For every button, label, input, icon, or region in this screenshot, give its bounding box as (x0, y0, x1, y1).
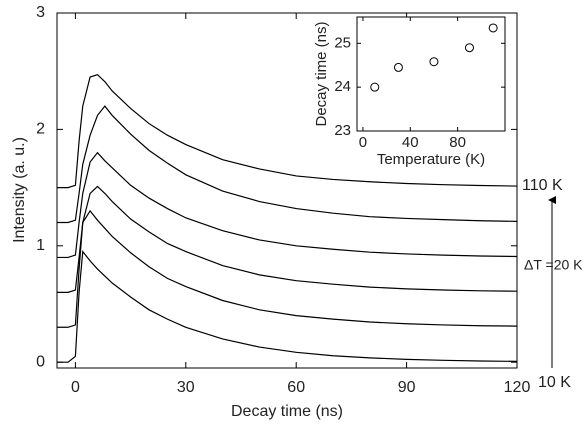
y-tick-label: 2 (36, 121, 45, 138)
y-tick-label: 23 (334, 122, 351, 139)
y-tick-label: 3 (36, 4, 45, 21)
decay-curve (57, 185, 518, 293)
decay-curve (57, 74, 518, 189)
inset: 0 40 80 23 24 25 Temperature (K) Decay time (ns… (313, 16, 506, 168)
decay-curve (57, 105, 518, 224)
data-point (370, 82, 380, 92)
data-point (488, 23, 498, 33)
annotation: 10 K (538, 374, 571, 391)
data-point (393, 62, 403, 72)
y-axis-title: Intensity (a. u.) (11, 137, 28, 243)
x-tick-label: 0 (71, 379, 80, 396)
data-point (464, 43, 474, 53)
y-tick-label: 24 (334, 78, 351, 95)
annotation: ΔT =20 K (524, 257, 583, 273)
inset-background (357, 17, 505, 131)
annotation: 110 K (522, 177, 563, 194)
x-tick-label: 90 (398, 379, 416, 396)
decay-curve (57, 151, 518, 259)
y-tick-label: 1 (36, 237, 45, 254)
y-tick-label: 0 (36, 353, 45, 370)
x-axis-title: Temperature (K) (377, 151, 485, 168)
x-tick-label: 80 (449, 134, 466, 151)
axes-frame (356, 16, 506, 132)
x-tick-label: 120 (504, 379, 531, 396)
y-axis-title: Decay time (ns) (313, 21, 330, 126)
y-tick-label: 25 (334, 34, 351, 51)
x-tick-label: 0 (359, 134, 367, 151)
data-point (429, 57, 439, 67)
decay-curve (57, 250, 518, 363)
axes-frame (56, 12, 518, 369)
x-tick-label: 60 (287, 379, 305, 396)
x-tick-label: 30 (177, 379, 195, 396)
x-axis-title: Decay time (ns) (231, 403, 343, 420)
decay-curve (57, 209, 518, 328)
x-tick-label: 40 (402, 134, 419, 151)
